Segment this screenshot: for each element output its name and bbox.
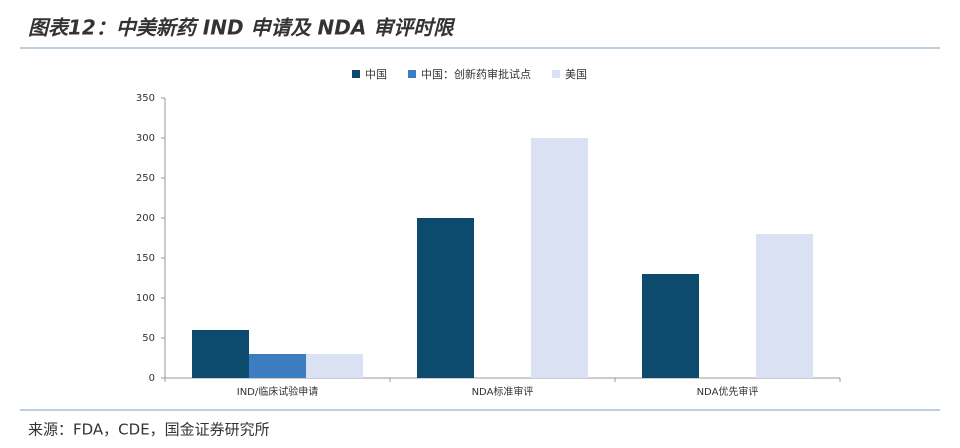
y-tick-label: 150 bbox=[136, 253, 155, 264]
legend-swatch bbox=[552, 70, 560, 78]
chart-title: 图表12：中美新药 IND 申请及 NDA 审评时限 bbox=[28, 16, 456, 40]
x-tick-label: NDA优先审评 bbox=[697, 385, 759, 398]
bar bbox=[531, 138, 588, 378]
bar bbox=[417, 218, 474, 378]
y-tick-label: 350 bbox=[136, 93, 155, 104]
y-tick-label: 0 bbox=[149, 373, 155, 384]
y-tick-label: 100 bbox=[136, 293, 155, 304]
bar bbox=[192, 330, 249, 378]
source: 来源：FDA，CDE，国金证券研究所 bbox=[28, 421, 270, 439]
legend-swatch bbox=[352, 70, 360, 78]
legend-label: 中国：创新药审批试点 bbox=[421, 67, 531, 81]
y-tick-label: 50 bbox=[142, 333, 155, 344]
x-tick-label: NDA标准审评 bbox=[472, 385, 534, 398]
bar bbox=[642, 274, 699, 378]
bar bbox=[249, 354, 306, 378]
bar bbox=[756, 234, 813, 378]
bar bbox=[306, 354, 363, 378]
x-tick-label: IND/临床试验申请 bbox=[237, 385, 319, 398]
legend-swatch bbox=[408, 70, 416, 78]
y-tick-label: 200 bbox=[136, 213, 155, 224]
y-tick-label: 300 bbox=[136, 133, 155, 144]
y-tick-label: 250 bbox=[136, 173, 155, 184]
legend-label: 中国 bbox=[365, 68, 387, 81]
legend-label: 美国 bbox=[565, 68, 587, 81]
